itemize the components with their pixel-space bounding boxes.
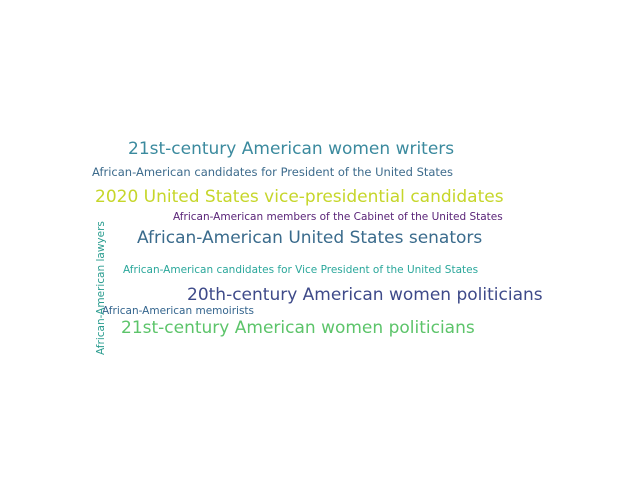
word-cloud-term: 21st-century American women politicians bbox=[121, 318, 475, 338]
word-cloud-term: 2020 United States vice-presidential can… bbox=[95, 187, 504, 207]
word-cloud-term-vertical: African-American lawyers bbox=[95, 221, 107, 355]
word-cloud-term: 21st-century American women writers bbox=[128, 139, 455, 159]
word-cloud-term: African-American members of the Cabinet … bbox=[173, 211, 503, 223]
word-cloud-term: African-American candidates for Presiden… bbox=[92, 165, 454, 179]
word-cloud-term: 20th-century American women politicians bbox=[187, 285, 543, 305]
word-cloud-term: African-American United States senators bbox=[137, 228, 483, 248]
word-cloud-term: African-American memoirists bbox=[102, 305, 255, 317]
word-cloud-term: African-American candidates for Vice Pre… bbox=[123, 264, 479, 276]
